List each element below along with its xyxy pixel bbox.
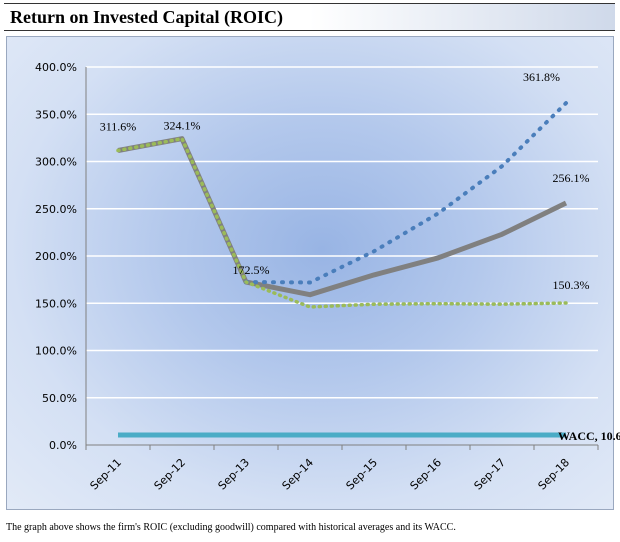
- y-tick-label: 50.0%: [42, 392, 77, 405]
- y-tick-label: 350.0%: [35, 108, 77, 121]
- data-label: 311.6%: [100, 120, 137, 134]
- y-tick-label: 0.0%: [49, 439, 77, 452]
- x-tick-label: Sep-11: [88, 456, 125, 493]
- chart-header: Return on Invested Capital (ROIC): [4, 3, 615, 31]
- x-tick-label: Sep-13: [216, 456, 253, 493]
- y-tick-label: 150.0%: [35, 297, 77, 310]
- y-tick-label: 400.0%: [35, 61, 77, 74]
- data-label: 324.1%: [164, 119, 201, 133]
- x-tick-label: Sep-15: [344, 456, 381, 493]
- x-tick-label: Sep-12: [152, 456, 189, 493]
- data-label: 256.1%: [553, 171, 590, 185]
- data-label: 361.8%: [523, 70, 560, 84]
- y-tick-label: 100.0%: [35, 345, 77, 358]
- x-tick-label: Sep-14: [280, 456, 317, 493]
- y-tick-label: 250.0%: [35, 203, 77, 216]
- y-tick-label: 200.0%: [35, 250, 77, 263]
- chart-caption: The graph above shows the firm's ROIC (e…: [6, 522, 456, 533]
- y-tick-label: 300.0%: [35, 156, 77, 169]
- series-line-2: [244, 101, 568, 285]
- x-tick-label: Sep-16: [408, 456, 445, 493]
- x-tick-label: Sep-18: [536, 456, 573, 493]
- series-line-3: [116, 136, 568, 309]
- data-label: 172.5%: [233, 263, 270, 277]
- data-label: 150.3%: [553, 278, 590, 292]
- roic-line-chart: 0.0% 50.0% 100.0% 150.0% 200.0% 250.0% 300.0% 3…: [35, 61, 620, 493]
- data-label: WACC, 10.6%: [558, 429, 620, 443]
- x-tick-label: Sep-17: [472, 456, 509, 493]
- chart-title: Return on Invested Capital (ROIC): [10, 7, 284, 27]
